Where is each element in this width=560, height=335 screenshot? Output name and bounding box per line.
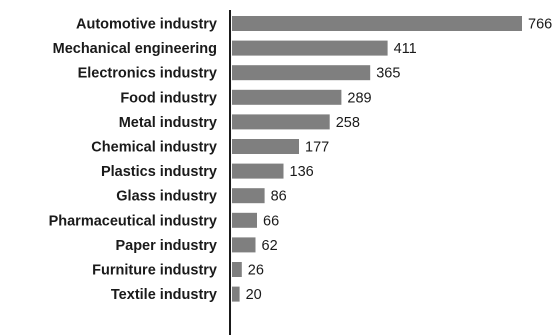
category-label-chemical-industry: Chemical industry: [91, 140, 217, 156]
category-label-glass-industry: Glass industry: [116, 189, 217, 205]
bar-chemical-industry: [232, 139, 299, 154]
bar-glass-industry: [232, 188, 265, 204]
value-label-food-industry: 289: [347, 90, 371, 106]
category-label-mechanical-engineering: Mechanical engineering: [53, 41, 217, 57]
category-label-textile-industry: Textile industry: [111, 287, 217, 303]
category-label-automotive-industry: Automotive industry: [76, 17, 217, 33]
value-label-chemical-industry: 177: [305, 140, 329, 156]
bar-mechanical-engineering: [232, 40, 388, 56]
bars: [232, 16, 522, 302]
value-label-paper-industry: 62: [262, 238, 278, 254]
bar-plastics-industry: [232, 163, 284, 179]
category-label-paper-industry: Paper industry: [115, 238, 217, 254]
value-label-electronics-industry: 365: [376, 66, 400, 82]
value-label-glass-industry: 86: [271, 189, 287, 205]
category-label-electronics-industry: Electronics industry: [78, 66, 217, 82]
bar-paper-industry: [232, 237, 256, 253]
value-label-pharmaceutical-industry: 66: [263, 213, 279, 229]
value-label-mechanical-engineering: 411: [394, 41, 417, 57]
value-label-automotive-industry: 766: [528, 17, 552, 33]
category-label-metal-industry: Metal industry: [119, 115, 217, 131]
category-labels: Automotive industry Mechanical engineerin…: [49, 17, 217, 304]
bar-textile-industry: [232, 286, 240, 302]
category-label-furniture-industry: Furniture industry: [92, 263, 217, 279]
category-label-pharmaceutical-industry: Pharmaceutical industry: [49, 213, 217, 229]
bar-food-industry: [232, 89, 342, 105]
bar-furniture-industry: [232, 262, 242, 277]
value-label-plastics-industry: 136: [290, 164, 314, 180]
value-label-furniture-industry: 26: [248, 263, 264, 279]
value-label-textile-industry: 20: [246, 287, 262, 303]
category-label-food-industry: Food industry: [120, 90, 217, 106]
bar-electronics-industry: [232, 65, 371, 81]
category-label-plastics-industry: Plastics industry: [101, 164, 217, 180]
bar-pharmaceutical-industry: [232, 212, 257, 228]
bar-metal-industry: [232, 114, 330, 130]
value-label-metal-industry: 258: [336, 115, 360, 131]
bar-automotive-industry: [232, 16, 522, 31]
